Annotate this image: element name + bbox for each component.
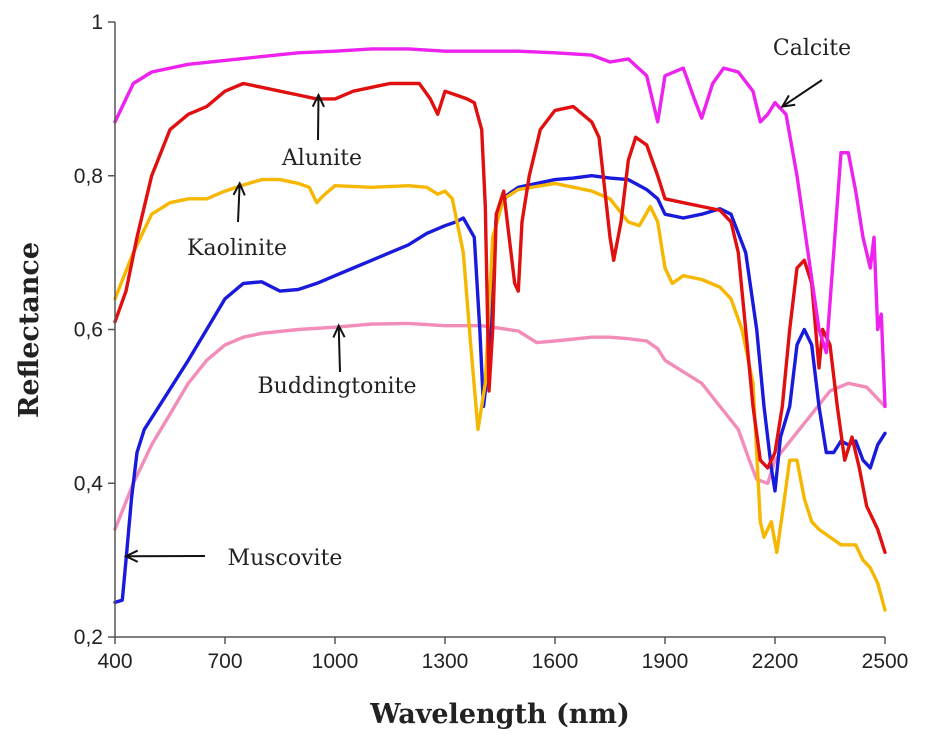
y-tick-label: 0,8 <box>74 165 103 188</box>
series-line-buddingtonite <box>113 321 887 532</box>
series-layer <box>113 47 887 612</box>
annotation-label-alunite: Alunite <box>281 146 362 171</box>
annotation-layer: Calcite Alunite Kaolinite Buddingtonite … <box>123 36 851 571</box>
annotation-arrow-calcite <box>780 79 823 108</box>
y-tick-label: 0,4 <box>74 472 104 495</box>
annotation-arrow-muscovite <box>123 549 206 563</box>
y-tick-label: 1 <box>91 11 103 34</box>
x-tick-label: 1600 <box>532 650 579 673</box>
x-tick-label: 700 <box>207 650 242 673</box>
y-tick-label: 0,6 <box>74 319 103 342</box>
x-axis-title: Wavelength (nm) <box>369 699 630 730</box>
x-tick-label: 400 <box>97 650 132 673</box>
y-axis-title: Reflectance <box>14 242 45 418</box>
x-tick-label: 2500 <box>862 650 909 673</box>
series-line-calcite <box>113 47 887 409</box>
x-tick-label: 1000 <box>312 650 359 673</box>
annotation-arrow-buddingtonite <box>332 323 346 373</box>
annotation-label-buddingtonite: Buddingtonite <box>258 374 417 399</box>
annotation-arrow-alunite <box>311 92 325 141</box>
x-tick-label: 1300 <box>422 650 469 673</box>
annotation-label-calcite: Calcite <box>773 36 851 61</box>
annotation-label-muscovite: Muscovite <box>228 546 343 571</box>
series-line-muscovite <box>113 174 887 605</box>
annotation-arrow-kaolinite <box>232 181 246 223</box>
ticks-layer: 400 700 1000 1300 1600 1900 2200 2500 0,2 0,4 0,6 0… <box>74 11 909 673</box>
series-line-kaolinite <box>113 177 887 612</box>
x-tick-label: 2200 <box>752 650 799 673</box>
x-tick-label: 1900 <box>642 650 689 673</box>
annotation-label-kaolinite: Kaolinite <box>187 236 287 261</box>
y-tick-label: 0,2 <box>74 626 103 649</box>
